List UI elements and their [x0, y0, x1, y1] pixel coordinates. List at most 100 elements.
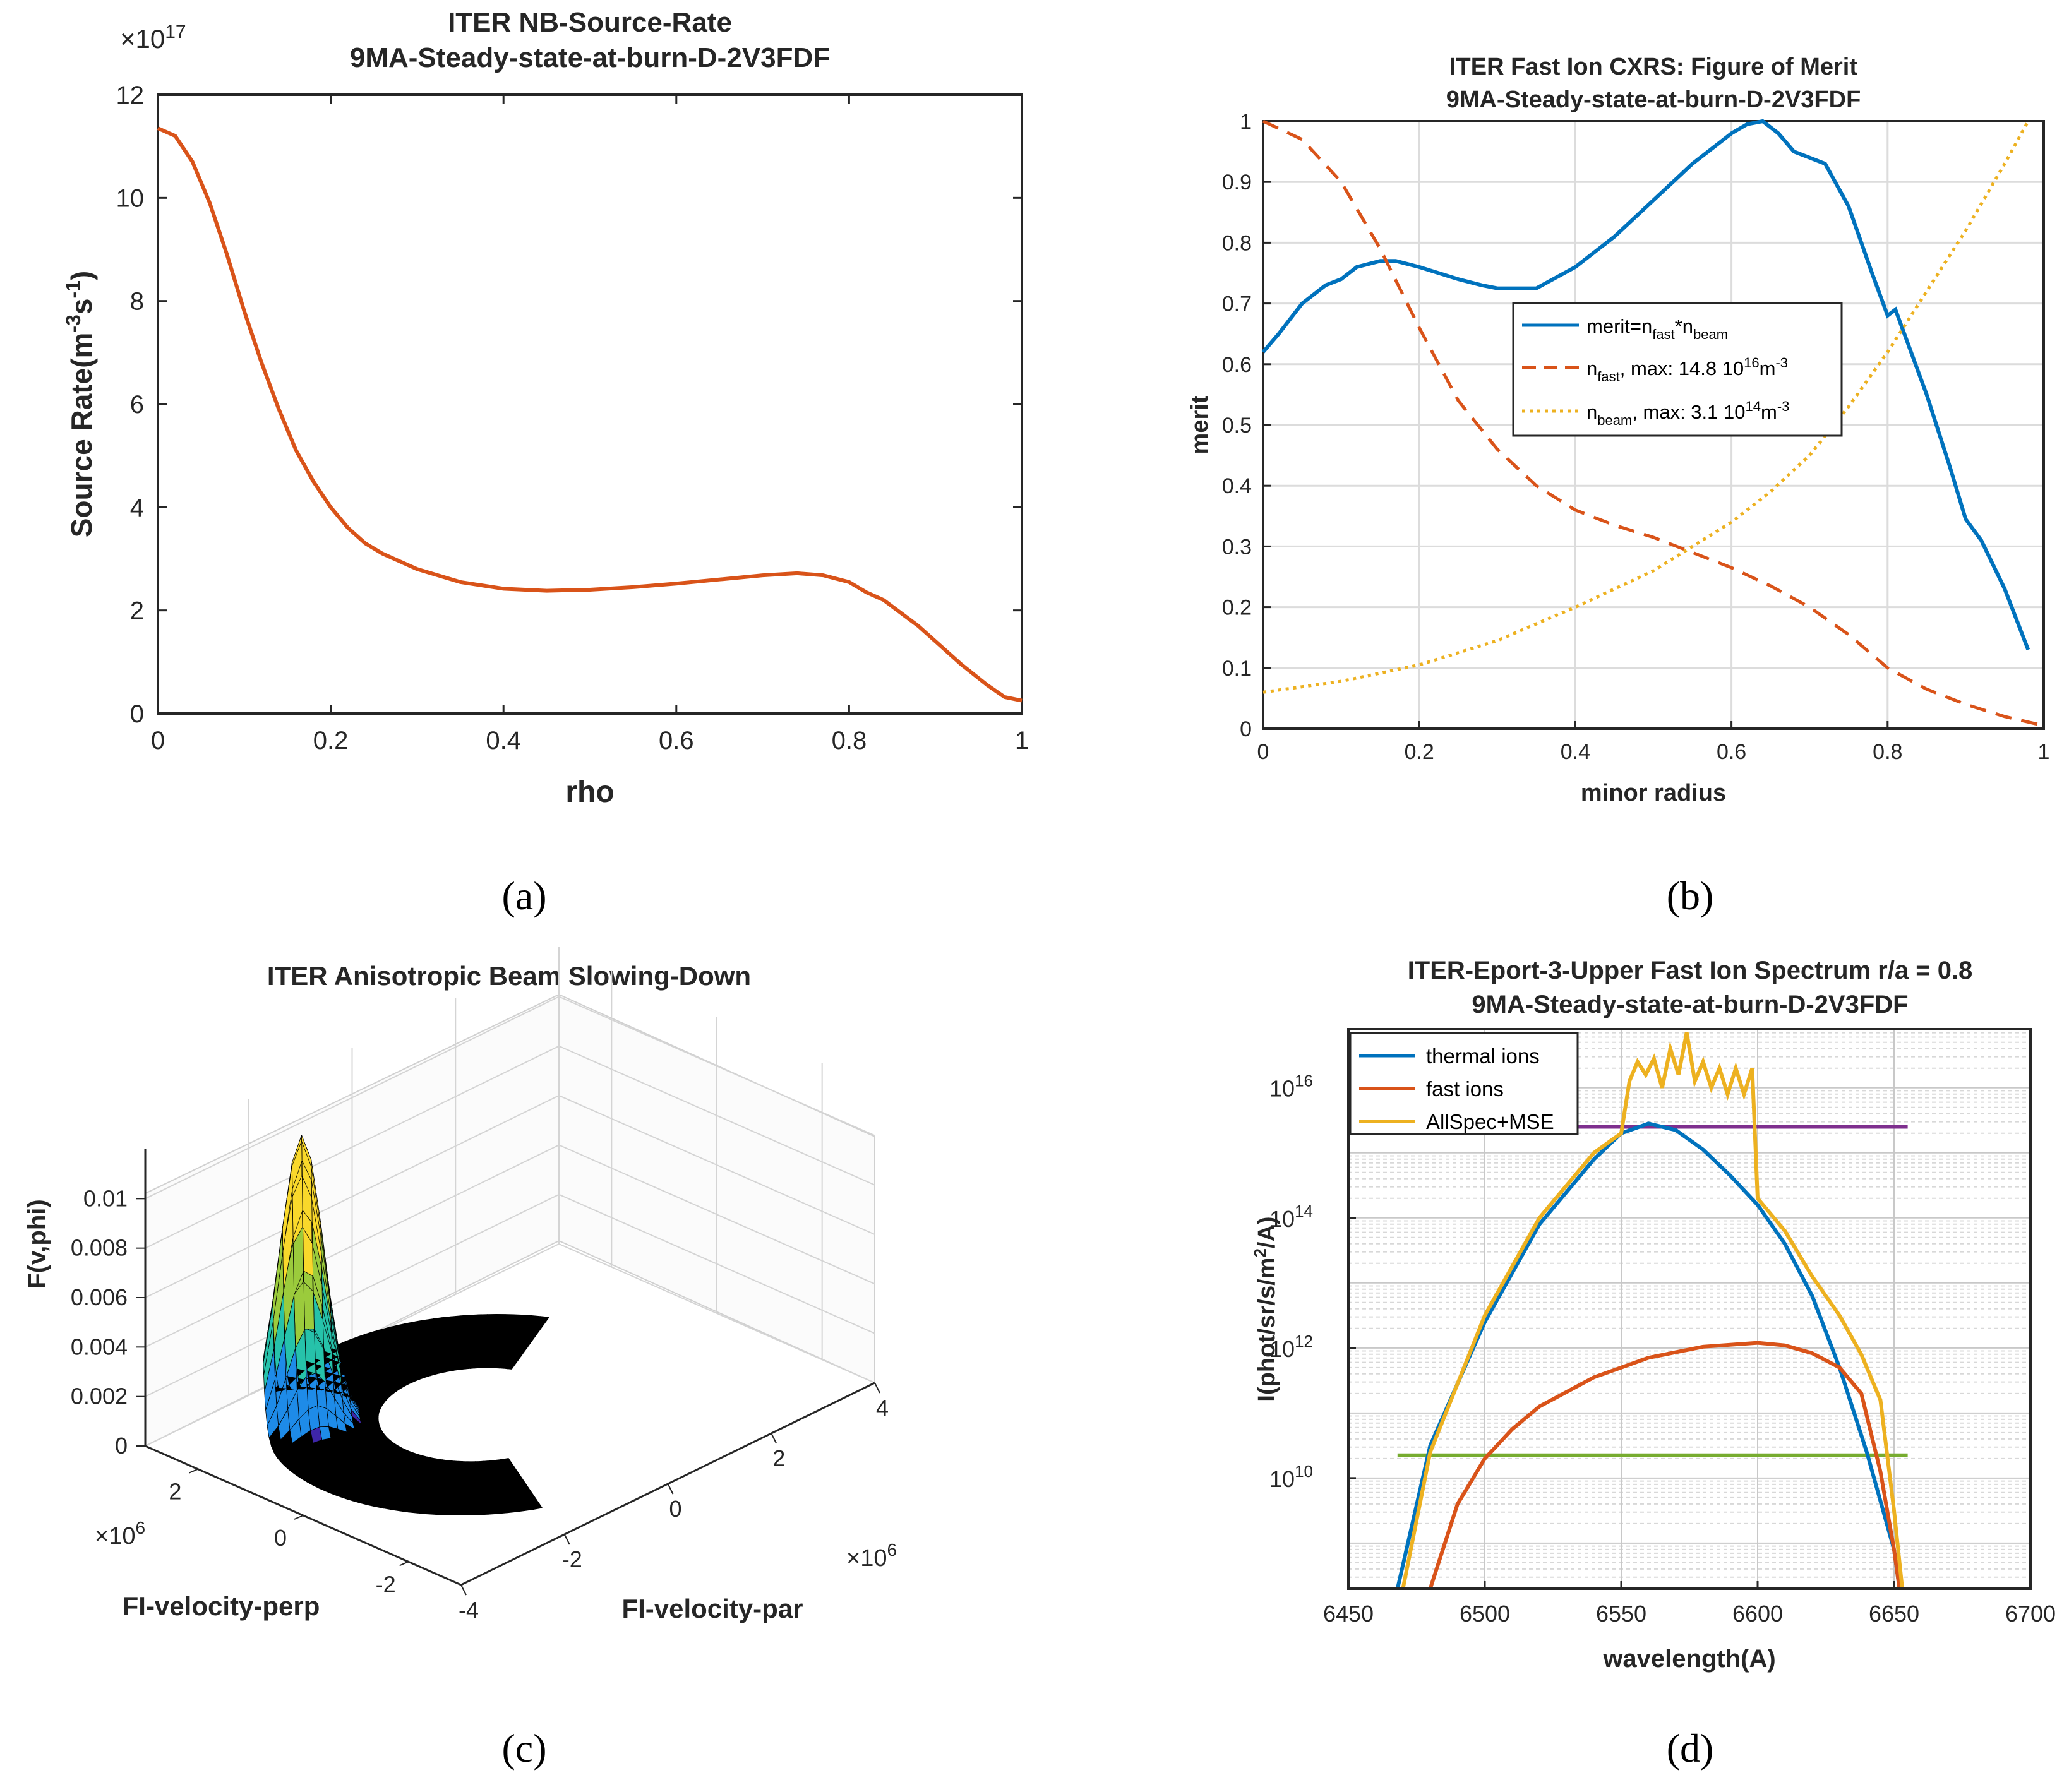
- legend-d-label-allspec: AllSpec+MSE: [1426, 1110, 1554, 1133]
- surface-c-patch: [486, 1323, 495, 1329]
- surface-c-patch: [494, 1318, 505, 1324]
- y-tick-label-b: 0.4: [1222, 474, 1252, 498]
- surface-c-patch: [478, 1349, 485, 1355]
- surface-c-patch: [474, 1466, 480, 1471]
- legend-b-label-n-beam: nbeam, max: 3.1 1014m-3: [1586, 398, 1789, 428]
- xlabel-b: minor radius: [1581, 780, 1726, 806]
- x-tick-label-a: 0.2: [313, 727, 349, 755]
- surface-c-patch: [472, 1345, 479, 1351]
- surface-c-patch: [491, 1478, 499, 1483]
- y-tick-label-b: 0.2: [1222, 596, 1252, 620]
- x-tick-label-c: -4: [459, 1597, 479, 1623]
- surface-c-patch: [489, 1473, 498, 1479]
- y-tick-label-b: 0.7: [1222, 292, 1252, 316]
- x-tick-label-c: -2: [562, 1546, 582, 1572]
- surface-c-patch: [477, 1336, 486, 1342]
- series-d-fast-ions: [1428, 1341, 1902, 1589]
- surface-c-patch: [473, 1363, 479, 1369]
- surface-c-patch: [495, 1313, 506, 1319]
- x-tick-label-d: 6550: [1596, 1601, 1646, 1627]
- legend-d-box: [1349, 1032, 1579, 1135]
- surface-c-patch: [471, 1510, 481, 1515]
- panel-d: ITER-Eport-3-Upper Fast Ion Spectrum r/a…: [1250, 957, 2056, 1771]
- surface-c-patch: [479, 1509, 489, 1515]
- z-tick-label-c: 0.006: [71, 1284, 128, 1310]
- y-tick-label-a: 8: [130, 288, 144, 316]
- surface-c-patch: [492, 1332, 501, 1337]
- y-tick-label-d: 1014: [1269, 1202, 1313, 1232]
- surface-c-patch: [489, 1349, 496, 1355]
- surface-c-patch: [485, 1327, 495, 1333]
- y-tick-label-a: 12: [116, 81, 145, 109]
- surface-c-patch: [484, 1474, 492, 1479]
- surface-c-patch: [459, 1315, 470, 1321]
- y-tick-label-b: 0.8: [1222, 231, 1252, 255]
- surface-c-patch: [483, 1349, 491, 1355]
- y-tick-c: [399, 1561, 409, 1567]
- surface-c-patch: [491, 1482, 500, 1488]
- y-tick-label-b: 0: [1240, 717, 1252, 741]
- y-tick-c: [188, 1468, 198, 1474]
- surface-c-patch: [452, 1510, 463, 1516]
- surface-c-patch: [491, 1336, 500, 1342]
- x-tick-label-a: 0: [151, 727, 165, 755]
- zlabel-c: F(v,phi): [23, 1199, 51, 1288]
- series-d-thermal-ions: [1395, 1121, 1902, 1589]
- caption-c: (c): [501, 1726, 546, 1771]
- x-tick-c: [563, 1534, 570, 1545]
- y-tick-label-c: -2: [376, 1571, 396, 1597]
- surface-c-patch: [493, 1323, 503, 1329]
- surface-c-patch: [483, 1354, 490, 1359]
- surface-c-patch: [461, 1510, 472, 1516]
- x-tick-label-d: 6600: [1732, 1601, 1783, 1627]
- surface-c-patch: [455, 1501, 465, 1507]
- title-b-line1: ITER Fast Ion CXRS: Figure of Merit: [1449, 54, 1857, 80]
- legend-d: thermal ions fast ions AllSpec+MSE: [1349, 1032, 1579, 1135]
- surface-c-patch: [503, 1314, 515, 1320]
- surface-c-patch: [479, 1483, 487, 1489]
- y-tick-label-c: 2: [169, 1479, 181, 1505]
- y-tick-label-b: 0.6: [1222, 353, 1252, 377]
- x-tick-label-b: 0.4: [1561, 740, 1590, 764]
- surface-c-patch: [482, 1363, 488, 1368]
- surface-c-patch: [478, 1358, 484, 1364]
- surface-c-patch: [493, 1327, 502, 1333]
- surface-c-patch: [486, 1495, 496, 1502]
- x-tick-label-d: 6700: [2005, 1601, 2056, 1627]
- surface-c-patch: [500, 1327, 510, 1333]
- y-tick-label-d: 1010: [1269, 1462, 1313, 1492]
- exponent-c-par: ×106: [846, 1540, 897, 1572]
- surface-c-patch: [499, 1332, 508, 1337]
- y-tick-label-b: 0.1: [1222, 657, 1252, 681]
- surface-c-patch: [486, 1318, 496, 1324]
- panel-b: ITER Fast Ion CXRS: Figure of Merit 9MA-…: [1187, 54, 2049, 918]
- surface-c-patch: [477, 1318, 488, 1324]
- surface-c-patch: [488, 1504, 498, 1510]
- legend-b-label-n-fast: nfast, max: 14.8 1016m-3: [1586, 355, 1788, 385]
- surface-c-patch: [472, 1354, 479, 1360]
- z-tick-label-c: 0.008: [71, 1235, 128, 1261]
- surface-c-patch: [479, 1487, 488, 1493]
- ylabel-c: FI-velocity-perp: [123, 1591, 320, 1621]
- series-b-n-beam: [1262, 120, 2030, 694]
- surface-c: [263, 1135, 550, 1516]
- surface-c-patch: [464, 1341, 472, 1347]
- ylabel-a: Source Rate(m-3s-1): [62, 271, 98, 537]
- y-tick-label-a: 0: [130, 700, 144, 728]
- title-c: ITER Anisotropic Beam Slowing-Down: [267, 961, 751, 991]
- ylabel-d: I(phot/sr/s/m2/A): [1250, 1216, 1280, 1401]
- series-a-source-rate: [157, 126, 1023, 703]
- ylabel-b: merit: [1187, 395, 1213, 454]
- surface-c-patch: [464, 1337, 472, 1343]
- series-d-allspec-mse: [1401, 1032, 1904, 1589]
- axes-d-box: [1347, 1028, 2032, 1590]
- x-tick-c: [874, 1382, 880, 1394]
- surface-c-patch: [486, 1313, 497, 1320]
- surface-c-patch: [471, 1332, 479, 1338]
- xlabel-d: wavelength(A): [1602, 1645, 1775, 1673]
- y-tick-label-a: 4: [130, 494, 144, 522]
- title-a-line1: ITER NB-Source-Rate: [448, 7, 732, 38]
- surface-c-patch: [477, 1332, 486, 1337]
